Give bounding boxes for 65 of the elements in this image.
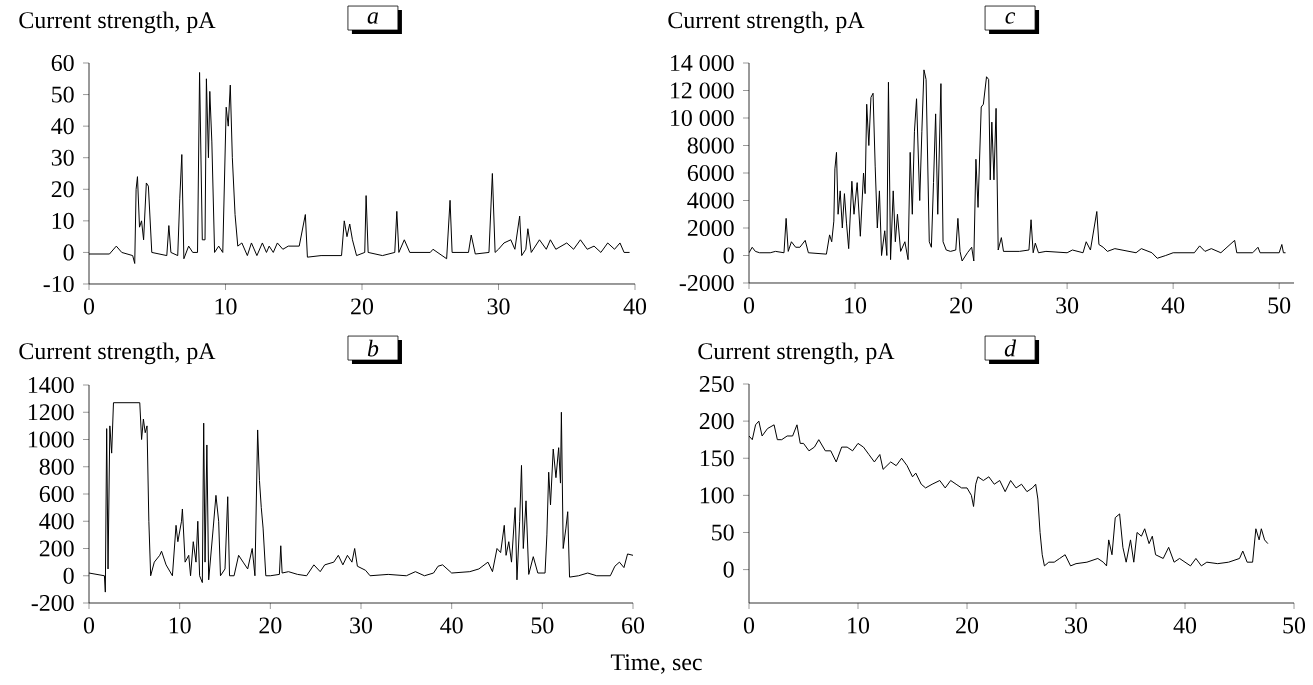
y-tick-label: 0 [723, 561, 734, 578]
x-tick-label: 20 [950, 297, 973, 314]
x-tick-label: 0 [743, 617, 755, 634]
y-tick-label: 4000 [687, 192, 734, 209]
y-axis-title: Current strength, pA [19, 342, 216, 365]
x-tick-label: 50 [1283, 617, 1306, 634]
y-tick-label: 1000 [28, 431, 74, 448]
y-tick-label: 0 [723, 247, 734, 264]
x-tick-label: 20 [351, 298, 374, 315]
y-tick-label: 60 [51, 54, 74, 72]
x-tick-label: 0 [83, 617, 95, 634]
y-axis-title: Current strength, pA [19, 11, 216, 34]
y-tick-label: -10 [43, 275, 74, 293]
y-tick-label: 10 000 [670, 109, 734, 127]
y-tick-label: 200 [39, 540, 74, 557]
x-tick-label: 40 [623, 298, 647, 315]
y-tick-label: 200 [699, 413, 734, 430]
x-tick-label: 10 [848, 617, 870, 634]
y-tick-label: 30 [51, 149, 74, 166]
x-tick-label: 10 [169, 617, 191, 634]
y-tick-label: 150 [700, 450, 734, 467]
y-tick-label: 10 [52, 212, 74, 229]
y-tick-label: 40 [51, 118, 74, 135]
x-tick-label: 20 [956, 617, 979, 634]
x-axis-title: Time, sec [610, 654, 702, 674]
x-tick-label: 10 [215, 298, 237, 315]
x-tick-label: 0 [743, 297, 755, 314]
y-tick-label: 1400 [28, 376, 74, 394]
x-tick-label: 10 [845, 297, 867, 314]
y-tick-label: 6000 [687, 164, 734, 182]
x-tick-label: 30 [1056, 297, 1079, 314]
x-tick-label: 0 [83, 298, 95, 315]
y-tick-label: 800 [39, 458, 74, 475]
x-tick-label: 40 [440, 617, 463, 634]
y-tick-label: 0 [63, 567, 74, 584]
y-tick-label: 8000 [687, 137, 734, 154]
x-tick-label: 30 [350, 617, 373, 634]
y-tick-label: -2000 [679, 274, 734, 292]
chart-title: a [367, 12, 379, 24]
x-tick-label: 40 [1161, 297, 1185, 314]
y-tick-label: 50 [712, 524, 734, 541]
y-axis-title: Current strength, pA [698, 342, 895, 365]
chart-title: c [1005, 12, 1016, 24]
x-tick-label: 50 [531, 617, 554, 634]
x-tick-label: 30 [487, 298, 510, 315]
x-tick-label: 20 [259, 617, 282, 634]
y-tick-label: 250 [699, 375, 734, 393]
y-tick-label: 50 [52, 86, 74, 103]
y-tick-label: 12 000 [670, 82, 734, 99]
y-tick-label: 20 [51, 181, 74, 198]
y-tick-label: 14 000 [670, 54, 734, 72]
y-tick-label: 1200 [28, 404, 74, 421]
x-tick-label: 30 [1065, 617, 1088, 634]
x-tick-label: 50 [1268, 297, 1291, 314]
x-tick-label: 40 [1173, 617, 1197, 634]
x-tick-label: 60 [622, 617, 645, 634]
y-tick-label: 2000 [687, 219, 734, 237]
y-tick-label: 100 [700, 487, 734, 504]
chart-title: b [367, 339, 379, 357]
y-tick-label: -200 [31, 594, 74, 612]
y-axis-title: Current strength, pA [668, 11, 865, 34]
y-tick-label: 0 [63, 244, 74, 261]
chart-title: d [1004, 339, 1017, 357]
y-tick-label: 400 [39, 513, 74, 530]
y-tick-label: 600 [39, 485, 74, 503]
